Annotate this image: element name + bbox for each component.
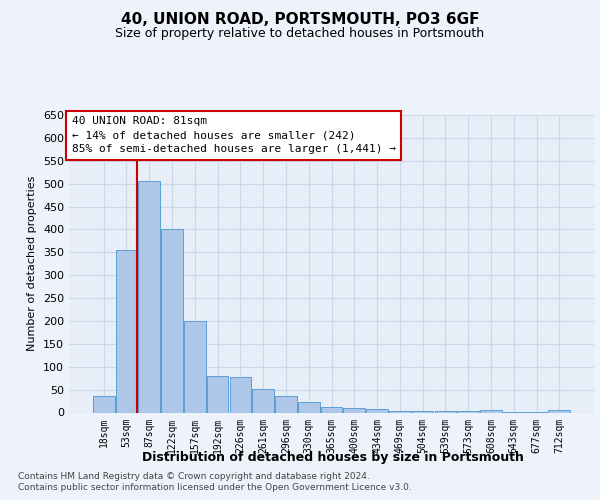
Bar bbox=[207, 376, 229, 412]
Bar bbox=[116, 250, 137, 412]
Bar bbox=[412, 411, 433, 412]
Bar bbox=[548, 410, 570, 412]
Bar bbox=[343, 408, 365, 412]
Text: Contains public sector information licensed under the Open Government Licence v3: Contains public sector information licen… bbox=[18, 484, 412, 492]
Bar bbox=[320, 407, 343, 412]
Bar bbox=[457, 411, 479, 412]
Bar bbox=[366, 409, 388, 412]
Text: Distribution of detached houses by size in Portsmouth: Distribution of detached houses by size … bbox=[142, 451, 524, 464]
Text: 40, UNION ROAD, PORTSMOUTH, PO3 6GF: 40, UNION ROAD, PORTSMOUTH, PO3 6GF bbox=[121, 12, 479, 28]
Bar bbox=[389, 411, 410, 412]
Bar bbox=[480, 410, 502, 412]
Bar bbox=[161, 230, 183, 412]
Text: Contains HM Land Registry data © Crown copyright and database right 2024.: Contains HM Land Registry data © Crown c… bbox=[18, 472, 370, 481]
Bar bbox=[230, 377, 251, 412]
Bar bbox=[139, 182, 160, 412]
Y-axis label: Number of detached properties: Number of detached properties bbox=[28, 176, 37, 352]
Bar bbox=[275, 396, 297, 412]
Bar bbox=[434, 411, 456, 412]
Bar bbox=[93, 396, 115, 412]
Text: 40 UNION ROAD: 81sqm
← 14% of detached houses are smaller (242)
85% of semi-deta: 40 UNION ROAD: 81sqm ← 14% of detached h… bbox=[71, 116, 395, 154]
Bar bbox=[184, 321, 206, 412]
Text: Size of property relative to detached houses in Portsmouth: Size of property relative to detached ho… bbox=[115, 28, 485, 40]
Bar bbox=[253, 388, 274, 412]
Bar bbox=[298, 402, 320, 412]
